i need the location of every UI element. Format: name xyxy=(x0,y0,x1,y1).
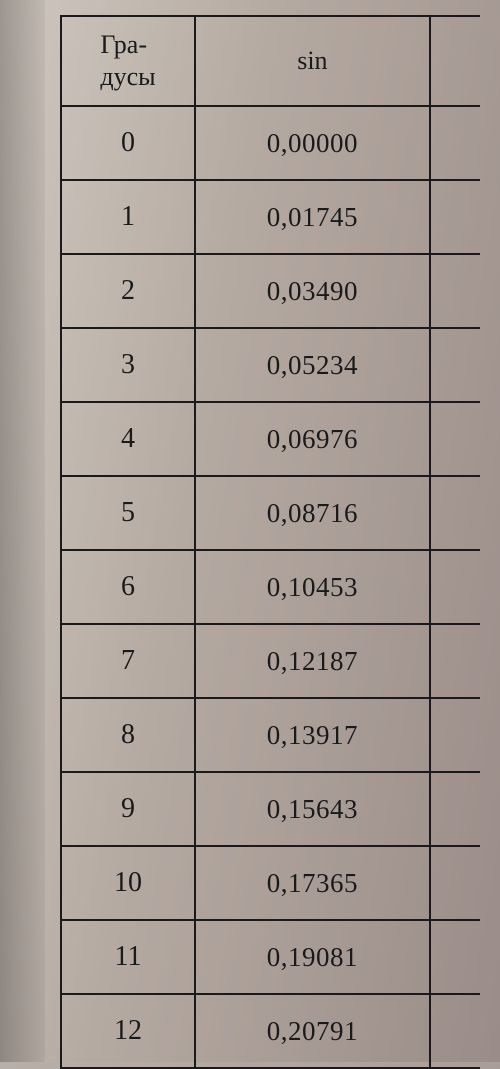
cell-partial xyxy=(430,846,480,920)
cell-degrees: 8 xyxy=(61,698,195,772)
table-row: 2 0,03490 xyxy=(61,254,480,328)
cell-sin: 0,20791 xyxy=(195,994,430,1068)
table-row: 3 0,05234 xyxy=(61,328,480,402)
cell-partial xyxy=(430,328,480,402)
cell-sin: 0,03490 xyxy=(195,254,430,328)
header-sin-label: sin xyxy=(297,46,327,75)
cell-sin: 0,10453 xyxy=(195,550,430,624)
cell-degrees: 9 xyxy=(61,772,195,846)
cell-partial xyxy=(430,624,480,698)
table-row: 12 0,20791 xyxy=(61,994,480,1068)
cell-degrees: 7 xyxy=(61,624,195,698)
cell-degrees: 2 xyxy=(61,254,195,328)
table-row: 1 0,01745 xyxy=(61,180,480,254)
cell-sin: 0,19081 xyxy=(195,920,430,994)
cell-partial xyxy=(430,772,480,846)
table-row: 7 0,12187 xyxy=(61,624,480,698)
table-row: 0 0,00000 xyxy=(61,106,480,180)
table-row: 11 0,19081 xyxy=(61,920,480,994)
cell-degrees: 4 xyxy=(61,402,195,476)
header-sin: sin xyxy=(195,16,430,106)
table-row: 4 0,06976 xyxy=(61,402,480,476)
table-row: 6 0,10453 xyxy=(61,550,480,624)
cell-partial xyxy=(430,920,480,994)
cell-degrees: 0 xyxy=(61,106,195,180)
cell-degrees: 11 xyxy=(61,920,195,994)
cell-partial xyxy=(430,476,480,550)
table-body: 0 0,00000 1 0,01745 2 0,03490 3 0,05234 … xyxy=(61,106,480,1068)
table-row: 10 0,17365 xyxy=(61,846,480,920)
cell-degrees: 5 xyxy=(61,476,195,550)
cell-degrees: 12 xyxy=(61,994,195,1068)
cell-partial xyxy=(430,698,480,772)
cell-partial xyxy=(430,106,480,180)
page-background: Гра-дусы sin 0 0,00000 1 0,01745 2 0 xyxy=(0,0,500,1062)
cell-sin: 0,06976 xyxy=(195,402,430,476)
cell-sin: 0,05234 xyxy=(195,328,430,402)
cell-sin: 0,08716 xyxy=(195,476,430,550)
cell-partial xyxy=(430,180,480,254)
cell-sin: 0,13917 xyxy=(195,698,430,772)
cell-degrees: 3 xyxy=(61,328,195,402)
cell-partial xyxy=(430,254,480,328)
cell-partial xyxy=(430,402,480,476)
cell-degrees: 10 xyxy=(61,846,195,920)
table-row: 8 0,13917 xyxy=(61,698,480,772)
table-row: 5 0,08716 xyxy=(61,476,480,550)
cell-sin: 0,15643 xyxy=(195,772,430,846)
cell-partial xyxy=(430,994,480,1068)
cell-partial xyxy=(430,550,480,624)
cell-sin: 0,17365 xyxy=(195,846,430,920)
table-header-row: Гра-дусы sin xyxy=(61,16,480,106)
header-degrees-label: Гра-дусы xyxy=(100,29,155,94)
cell-degrees: 1 xyxy=(61,180,195,254)
cell-sin: 0,00000 xyxy=(195,106,430,180)
header-degrees: Гра-дусы xyxy=(61,16,195,106)
cell-sin: 0,12187 xyxy=(195,624,430,698)
cell-degrees: 6 xyxy=(61,550,195,624)
header-partial xyxy=(430,16,480,106)
trig-table: Гра-дусы sin 0 0,00000 1 0,01745 2 0 xyxy=(60,15,480,1069)
cell-sin: 0,01745 xyxy=(195,180,430,254)
table-row: 9 0,15643 xyxy=(61,772,480,846)
